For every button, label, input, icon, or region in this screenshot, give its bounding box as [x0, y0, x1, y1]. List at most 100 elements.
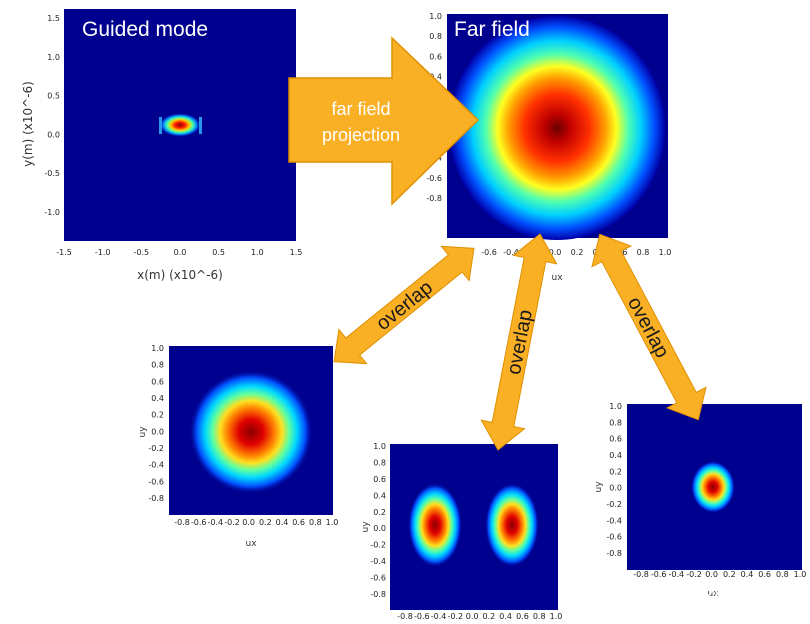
tick-label: -0.2	[224, 518, 240, 527]
overlap-arrow-b: overlap	[480, 233, 558, 451]
tick-label: 1.0	[251, 248, 264, 257]
tick-label: 0.0	[705, 570, 718, 579]
mode-a-spot	[189, 370, 313, 494]
projection-arrow-label-line1: far field	[331, 99, 390, 119]
guided-mode-side-lobe-left	[159, 117, 162, 134]
mode-b-y-ticks: 1.0 0.8 0.6 0.4 0.2 0.0 -0.2 -0.4 -0.6 -0.8	[370, 442, 386, 599]
tick-label: -1.0	[44, 208, 60, 217]
tick-label: 0.2	[571, 248, 584, 257]
mode-c-x-ticks: -0.8 -0.6 -0.4 -0.2 0.0 0.2 0.4 0.6 0.8 1.0	[633, 570, 806, 579]
tick-label: 0.2	[151, 411, 164, 420]
tick-label: -0.6	[606, 533, 622, 542]
mode-b-x-ticks: -0.8 -0.6 -0.4 -0.2 0.0 0.2 0.4 0.6 0.8 1.0	[397, 612, 562, 621]
tick-label: 1.0	[550, 612, 563, 621]
tick-label: 0.6	[609, 435, 622, 444]
mode-b-y-label: uy	[361, 521, 371, 533]
tick-label: 0.4	[499, 612, 512, 621]
far-field-panel: Far field -0.6-0.4-0.20.00.20.40.60.81.0…	[426, 12, 671, 283]
overlap-label-a: overlap	[372, 277, 437, 335]
tick-label: -0.4	[148, 461, 164, 470]
tick-label: 0.4	[276, 518, 289, 527]
tick-label: -0.6	[148, 477, 164, 486]
guided-mode-panel: Guided mode -1.5 -1.0 -0.5 0.0 0.5 1.0 1.5 1.5…	[21, 9, 302, 282]
mode-a-x-label: ux	[245, 539, 257, 549]
tick-label: 0.0	[373, 524, 386, 533]
tick-label: 0.6	[151, 377, 164, 386]
tick-label: 0.6	[429, 52, 442, 61]
guided-mode-x-label: x(m) (x10^-6)	[137, 268, 223, 282]
tick-label: 0.6	[516, 612, 529, 621]
tick-label: 1.0	[151, 344, 164, 353]
mode-a-y-label: uy	[138, 426, 148, 438]
tick-label: -0.2	[148, 444, 164, 453]
tick-label: 0.8	[609, 418, 622, 427]
tick-label: -0.4	[431, 612, 447, 621]
tick-label: 1.5	[47, 14, 60, 23]
tick-label: 1.0	[609, 402, 622, 411]
guided-mode-title: Guided mode	[82, 18, 208, 41]
tick-label: -0.6	[651, 570, 667, 579]
overlap-label-c: overlap	[623, 293, 673, 361]
tick-label: -0.5	[134, 248, 150, 257]
tick-label: 0.2	[259, 518, 272, 527]
tick-label: -0.4	[669, 570, 685, 579]
projection-arrow: far field projection	[288, 36, 480, 206]
tick-label: 0.8	[637, 248, 650, 257]
tick-label: 0.0	[174, 248, 187, 257]
overlap-arrow-a: overlap	[333, 245, 475, 365]
tick-label: 1.0	[659, 248, 672, 257]
watermark-text: 知乎 @摩尔芯创	[620, 579, 766, 603]
tick-label: 1.0	[794, 570, 807, 579]
mode-c-panel: -0.8 -0.6 -0.4 -0.2 0.0 0.2 0.4 0.6 0.8 1.0 1.00.…	[594, 402, 806, 599]
guided-mode-x-ticks: -1.5 -1.0 -0.5 0.0 0.5 1.0 1.5	[56, 248, 302, 257]
tick-label: 0.8	[373, 458, 386, 467]
tick-label: 0.5	[47, 92, 60, 101]
mode-c-x-label: ux	[707, 589, 719, 599]
tick-label: -0.8	[426, 194, 442, 203]
guided-mode-side-lobe-right	[199, 117, 202, 134]
tick-label: 0.0	[242, 518, 255, 527]
tick-label: -0.4	[503, 248, 519, 257]
guided-mode-y-label: y(m) (x10^-6)	[21, 81, 35, 167]
tick-label: -0.4	[606, 516, 622, 525]
tick-label: 0.4	[373, 491, 386, 500]
tick-label: 0.2	[373, 508, 386, 517]
tick-label: -0.4	[208, 518, 224, 527]
tick-label: 0.0	[466, 612, 479, 621]
tick-label: -0.2	[606, 500, 622, 509]
overlap-label-b: overlap	[503, 308, 537, 377]
tick-label: 0.2	[609, 467, 622, 476]
mode-b-lobe-left	[408, 483, 462, 567]
tick-label: 1.5	[290, 248, 303, 257]
tick-label: -0.2	[448, 612, 464, 621]
tick-label: 0.8	[776, 570, 789, 579]
tick-label: -0.6	[414, 612, 430, 621]
mode-a-panel: -0.8 -0.6 -0.4 -0.2 0.0 0.2 0.4 0.6 0.8 1.0 1.00.…	[138, 344, 338, 549]
tick-label: 0.0	[47, 130, 60, 139]
tick-label: -0.2	[686, 570, 702, 579]
tick-label: 0.0	[609, 484, 622, 493]
tick-label: 1.0	[47, 53, 60, 62]
tick-label: 0.6	[758, 570, 771, 579]
tick-label: 0.8	[309, 518, 322, 527]
tick-label: 0.8	[429, 32, 442, 41]
tick-label: -1.0	[95, 248, 111, 257]
tick-label: -0.8	[397, 612, 413, 621]
tick-label: -0.5	[44, 169, 60, 178]
tick-label: 0.6	[292, 518, 305, 527]
tick-label: -1.5	[56, 248, 72, 257]
tick-label: -0.6	[481, 248, 497, 257]
tick-label: -0.8	[174, 518, 190, 527]
tick-label: 0.5	[212, 248, 225, 257]
tick-label: 0.4	[609, 451, 622, 460]
tick-label: 0.2	[723, 570, 736, 579]
guided-mode-spot	[159, 113, 201, 137]
far-field-x-ticks: -0.6-0.4-0.20.00.20.40.60.81.0	[481, 248, 671, 257]
mode-a-y-ticks: 1.0 0.8 0.6 0.4 0.2 0.0 -0.2 -0.4 -0.6 -0.8	[148, 344, 164, 503]
tick-label: 0.0	[549, 248, 562, 257]
tick-label: -0.6	[191, 518, 207, 527]
tick-label: -0.6	[370, 574, 386, 583]
far-field-x-label: ux	[551, 273, 563, 283]
tick-label: 0.4	[151, 394, 164, 403]
tick-label: -0.8	[606, 549, 622, 558]
